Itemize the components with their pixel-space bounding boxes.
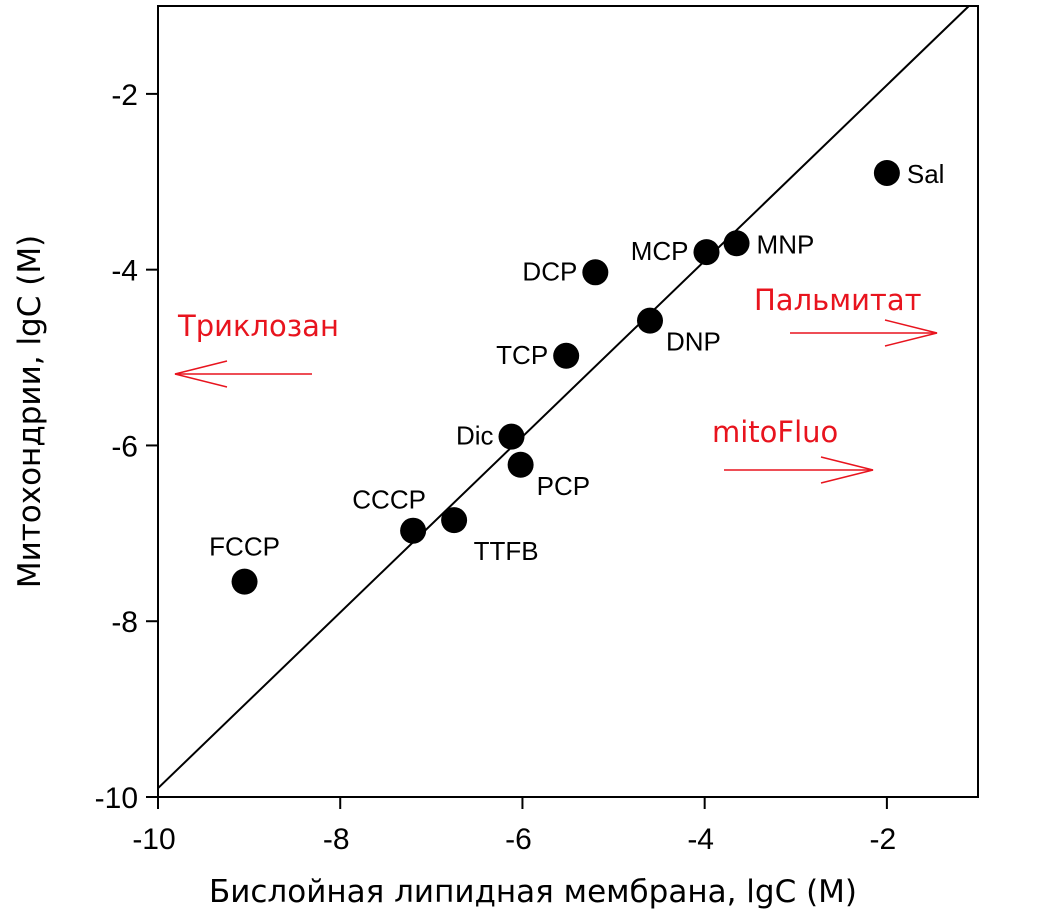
data-point bbox=[553, 342, 580, 369]
data-point bbox=[582, 259, 609, 286]
x-axis-title: Бислойная липидная мембрана, lgC (M) bbox=[209, 874, 857, 910]
y-tick-label: -2 bbox=[111, 79, 138, 112]
y-tick-label: -8 bbox=[111, 606, 138, 639]
point-label: TCP bbox=[496, 340, 548, 370]
data-point bbox=[723, 230, 750, 257]
y-tick-label: -10 bbox=[95, 782, 138, 815]
point-label: FCCP bbox=[209, 532, 280, 562]
arrow-head-icon bbox=[820, 456, 874, 484]
point-label: TTFB bbox=[474, 536, 539, 566]
data-point bbox=[507, 451, 534, 478]
point-label: MCP bbox=[631, 236, 689, 266]
annotation-label: Триклозан bbox=[177, 309, 339, 343]
data-point bbox=[498, 423, 525, 450]
y-tick-label: -4 bbox=[111, 255, 138, 288]
annotations: Триклозан Пальмитат mitoFluo bbox=[174, 283, 938, 484]
data-point bbox=[441, 507, 468, 534]
data-point bbox=[637, 307, 663, 334]
arrow-head-icon bbox=[174, 360, 228, 388]
x-tick-label: -4 bbox=[687, 823, 714, 856]
plot-frame bbox=[157, 5, 979, 798]
annotation-label: Пальмитат bbox=[754, 283, 922, 317]
point-label: MNP bbox=[757, 229, 815, 259]
x-tick-label: -10 bbox=[132, 823, 175, 856]
data-points: FCCP CCCP TTFB Dic PCP TCP DCP DNP MCP MNP Sal bbox=[209, 159, 944, 595]
y-axis-title: Митохондрии, lgC (M) bbox=[12, 235, 48, 588]
arrow-head-icon bbox=[884, 319, 938, 347]
data-point bbox=[231, 568, 258, 595]
point-label: DCP bbox=[522, 256, 577, 286]
reference-diagonal-line bbox=[157, 5, 970, 789]
point-label: Dic bbox=[456, 421, 494, 451]
point-label: PCP bbox=[537, 471, 590, 501]
data-point bbox=[873, 159, 900, 186]
y-axis: -10 -8 -6 -4 -2 bbox=[95, 79, 158, 815]
x-tick-label: -6 bbox=[505, 823, 532, 856]
data-point bbox=[400, 517, 427, 544]
point-label: Sal bbox=[907, 159, 945, 189]
annotation-label: mitoFluo bbox=[712, 415, 838, 449]
data-point bbox=[693, 239, 720, 266]
x-tick-label: -8 bbox=[323, 823, 350, 856]
point-label: DNP bbox=[666, 327, 721, 357]
point-label: CCCP bbox=[352, 485, 426, 515]
y-tick-label: -6 bbox=[111, 430, 138, 463]
x-tick-label: -2 bbox=[870, 823, 897, 856]
x-axis: -10 -8 -6 -4 -2 bbox=[132, 797, 896, 856]
